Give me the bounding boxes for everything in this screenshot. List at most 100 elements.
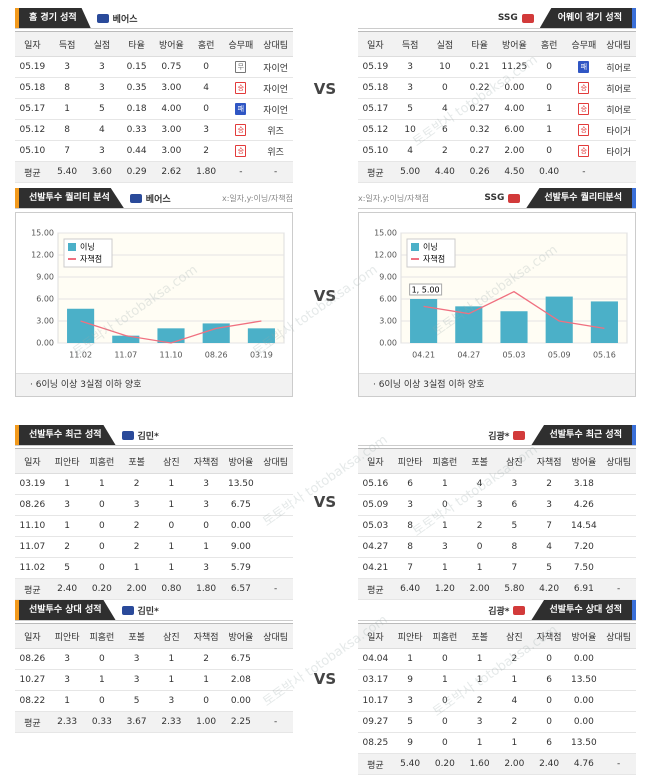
table-cell: 4 [497, 690, 532, 712]
column-header: 실점 [427, 31, 463, 57]
table-cell: 0.29 [119, 161, 154, 183]
x-tick-label: 11.07 [114, 351, 137, 360]
table-cell: 0.00 [223, 690, 259, 712]
table-cell: 2 [497, 648, 532, 670]
x-tick-label: 04.27 [457, 351, 480, 360]
table-cell: 2.40 [49, 578, 85, 600]
table-row: 11.07 2 0 2 1 1 9.00 [15, 536, 293, 558]
stats-table: 일자 득점 실점 타율 방어율 홈런 승무패 상대팀 05.19 3 3 0.15 0.75 0 무 자이언 0… [15, 31, 293, 183]
table-cell [258, 557, 293, 579]
column-header: 득점 [49, 31, 85, 57]
table-cell: 3 [188, 557, 224, 579]
table-row: 05.17 5 4 0.27 4.00 1 승 히어로 [358, 98, 636, 120]
table-cell: 히어로 [601, 98, 636, 120]
table-cell: 0 [531, 711, 567, 733]
table-cell: 패 [223, 98, 259, 120]
table-cell: 05.09 [358, 494, 393, 516]
table-cell: 평균 [358, 753, 393, 775]
table-cell: 8 [49, 77, 85, 99]
table-cell [601, 536, 636, 558]
header-tab: 선발투수 최근 성적 [15, 425, 116, 445]
table-cell [258, 515, 293, 537]
result-icon: 승 [235, 145, 247, 157]
table-row: 평균 5.40 0.20 1.60 2.00 2.40 4.76- [358, 753, 636, 775]
team-logo [121, 430, 134, 440]
table-cell: 05.12 [358, 119, 393, 141]
table-cell: 2.40 [531, 753, 567, 775]
table-cell: 승 [566, 98, 602, 120]
column-header: 피안타 [392, 448, 428, 474]
table-cell: 08.26 [15, 494, 50, 516]
table-cell: 0.32 [462, 119, 497, 141]
table-cell: 0.22 [462, 77, 497, 99]
table-cell: 05.12 [15, 119, 50, 141]
table-cell: 승 [566, 140, 602, 162]
column-header: 상대팀 [258, 448, 293, 474]
column-header: 상대팀 [258, 31, 293, 57]
table-cell: - [566, 161, 602, 183]
chart-box: 0.00 3.00 6.00 9.00 12.00 15.00 04.21 04.27 05.0… [358, 212, 636, 397]
table-row: 05.12 8 4 0.33 3.00 3 승 위즈 [15, 119, 293, 141]
x-tick-label: 08.26 [205, 351, 228, 360]
y-tick-label: 0.00 [36, 339, 54, 348]
table-cell: 자이언 [258, 77, 293, 99]
x-tick-label: 11.10 [160, 351, 183, 360]
column-header: 상대팀 [601, 31, 636, 57]
team: 김민* [121, 429, 159, 442]
tooltip: 1, 5.00 [412, 286, 440, 295]
table-cell: 4.00 [154, 98, 189, 120]
table-cell: 11.25 [497, 56, 532, 78]
table-cell: 1 [531, 119, 567, 141]
table-cell: 2.00 [119, 578, 154, 600]
stats-table: 일자 피안타 피홈런 포볼 삼진 자책점 방어율 상대팀 04.04 1 0 1 2 0 0.00 03.17… [358, 623, 636, 775]
table-row: 05.19 3 3 0.15 0.75 0 무 자이언 [15, 56, 293, 78]
x-tick-label: 05.03 [503, 351, 526, 360]
table-cell: 2.25 [223, 711, 259, 733]
note-text: 6이닝 이상 3실점 이하 양호 [378, 380, 485, 390]
stats-table: 일자 득점 실점 타율 방어율 홈런 승무패 상대팀 05.19 3 10 0.21 11.25 0 패 히어… [358, 31, 636, 183]
table-cell: 04.04 [358, 648, 393, 670]
table-cell: 0 [84, 536, 120, 558]
table-cell: 2 [427, 140, 463, 162]
table-cell: 2.00 [497, 140, 532, 162]
column-header: 자책점 [531, 448, 567, 474]
table-cell: 2.00 [497, 753, 532, 775]
table-cell: 3 [462, 494, 497, 516]
column-header: 승무패 [223, 31, 259, 57]
team-logo [96, 13, 109, 23]
result-icon: 승 [578, 124, 590, 136]
table-cell: 1 [427, 669, 463, 691]
team-name: 김민* [137, 431, 159, 442]
table-cell: 0.20 [84, 578, 120, 600]
column-header: 포볼 [462, 448, 497, 474]
table-cell: 7 [531, 515, 567, 537]
team-logo [508, 193, 521, 203]
table-cell: 1 [531, 98, 567, 120]
x-tick-label: 05.16 [593, 351, 616, 360]
table-cell: 3 [119, 648, 154, 670]
table-cell: 3 [497, 473, 532, 495]
table-cell: 3 [531, 494, 567, 516]
legend-label: 자책점 [80, 254, 102, 264]
line [80, 320, 262, 344]
table-row: 03.19 1 1 2 1 3 13.50 [15, 473, 293, 495]
column-header: 삼진 [497, 623, 532, 649]
team-name: SSG [484, 193, 505, 203]
y-tick-label: 9.00 [379, 273, 397, 282]
table-cell: 0 [84, 515, 120, 537]
table-cell [601, 648, 636, 670]
header-row: 일자 피안타 피홈런 포볼 삼진 자책점 방어율 상대팀 [358, 448, 636, 474]
table-cell: 0.18 [119, 98, 154, 120]
header-row: 일자 득점 실점 타율 방어율 홈런 승무패 상대팀 [15, 31, 293, 57]
column-header: 홈런 [188, 31, 224, 57]
table-cell: 3 [49, 494, 85, 516]
table-cell: 0 [188, 56, 224, 78]
panel: 선발투수 상대 성적 김민* 일자 피안타 피홈런 포볼 삼진 자책점 방어율 상대팀 08.26 3… [15, 600, 293, 733]
table-cell: 3.67 [119, 711, 154, 733]
table-cell: 1 [427, 557, 463, 579]
panel-header: 선발투수 최근 성적 김민* [15, 425, 293, 446]
column-header: 포볼 [119, 623, 154, 649]
column-header: 일자 [358, 448, 393, 474]
team: 베어스 [96, 12, 138, 25]
table-row: 05.03 8 1 2 5 7 14.54 [358, 515, 636, 537]
